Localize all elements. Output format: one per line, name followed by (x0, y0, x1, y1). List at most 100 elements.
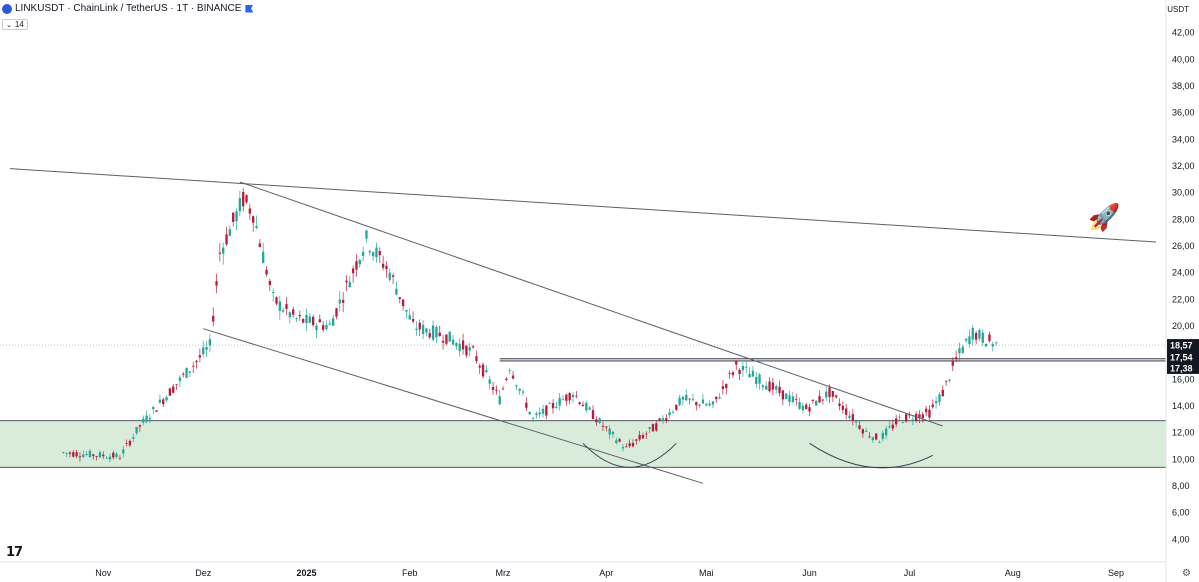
candle (901, 421, 904, 424)
candle (805, 402, 808, 410)
candle (155, 409, 158, 412)
candle (208, 334, 212, 352)
candle-body (82, 454, 85, 458)
candle-body (628, 443, 631, 447)
candle (755, 371, 758, 389)
candle-body (994, 342, 998, 344)
candle (501, 386, 505, 390)
candle-body (448, 331, 451, 342)
candle-body (431, 325, 435, 340)
price-axis[interactable]: 4,006,008,0010,0012,0014,0016,0018,0020,… (1165, 0, 1199, 582)
candle (938, 392, 941, 407)
drawn-trendlines[interactable] (9, 168, 1157, 484)
candle-body (911, 419, 914, 421)
candle-body (252, 216, 255, 223)
candle-body (585, 402, 588, 411)
time-axis[interactable]: Nov Dez 2025 Feb Mrz Apr Mai Jun Jul Aug Sep (0, 561, 1166, 578)
candle (638, 430, 641, 442)
candle-body (98, 452, 102, 458)
candle-body (738, 369, 741, 375)
candle (641, 432, 645, 440)
candle (192, 361, 195, 374)
candle-body (924, 408, 928, 413)
candle (85, 450, 88, 457)
candle (778, 380, 781, 397)
symbol-header[interactable]: LINKUSDT · ChainLink / TetherUS · 1T · B… (2, 3, 254, 14)
gear-icon[interactable]: ⚙ (1182, 568, 1191, 579)
candle (551, 399, 555, 414)
candle-body (841, 405, 845, 410)
price-axis-background (1166, 0, 1199, 582)
candle-body (964, 338, 968, 341)
candle-body (258, 243, 262, 247)
candle (335, 307, 338, 320)
candle (128, 439, 132, 448)
y-tick-label: 12,00 (1172, 428, 1195, 438)
tradingview-logo-icon[interactable]: 17 (6, 545, 23, 560)
candle (375, 242, 378, 263)
candle-body (671, 411, 675, 413)
candle (865, 427, 868, 433)
candle (741, 361, 745, 377)
candle-body (441, 340, 445, 343)
trendline-1 (9, 168, 1157, 243)
candle (235, 208, 238, 231)
candle-body (811, 399, 815, 401)
candle (225, 226, 228, 247)
candle-body (851, 414, 855, 422)
candle-body (588, 407, 591, 410)
candle-body (401, 299, 405, 307)
candle (318, 314, 321, 323)
flag-icon[interactable] (245, 4, 254, 13)
candle-body (282, 310, 285, 312)
candle (325, 320, 328, 331)
candle-body (735, 361, 738, 365)
candle-body (838, 403, 841, 407)
candle-body (485, 370, 488, 373)
candle-body (172, 386, 175, 393)
candle-body (202, 347, 205, 355)
candle-body (125, 442, 128, 444)
candle-body (611, 431, 615, 435)
candle (958, 342, 961, 361)
candle-body (178, 377, 182, 381)
candle-body (242, 192, 245, 207)
candle-body (458, 343, 461, 352)
candle (835, 394, 838, 399)
y-tick-label: 20,00 (1172, 321, 1195, 331)
candle (868, 432, 871, 439)
candle (105, 455, 108, 459)
y-tick-label: 40,00 (1172, 54, 1195, 64)
candle (478, 363, 481, 375)
candle (798, 397, 801, 411)
candle (148, 414, 152, 424)
candle (471, 344, 475, 349)
candle-body (291, 309, 295, 315)
candle-body (868, 436, 871, 438)
candle-body (205, 347, 208, 350)
candle (468, 342, 471, 357)
candle-body (501, 388, 505, 390)
candle (395, 281, 398, 296)
candle-body (72, 452, 75, 457)
candle (964, 338, 968, 343)
candle-body (145, 415, 148, 423)
indicator-toggle[interactable]: ⌄ 14 (2, 19, 28, 30)
candle-body (618, 439, 621, 442)
candle (371, 251, 375, 261)
candle (721, 380, 725, 395)
candle (435, 324, 438, 344)
candle (65, 452, 68, 458)
candle (441, 334, 445, 350)
candle-body (128, 440, 132, 446)
candle-body (731, 372, 735, 376)
candle (765, 381, 768, 390)
candle (685, 389, 688, 402)
candle (585, 400, 588, 413)
candle (72, 449, 75, 458)
candle-body (168, 388, 172, 396)
candle-body (88, 450, 92, 458)
candle (795, 393, 798, 406)
candle-body (62, 452, 65, 453)
